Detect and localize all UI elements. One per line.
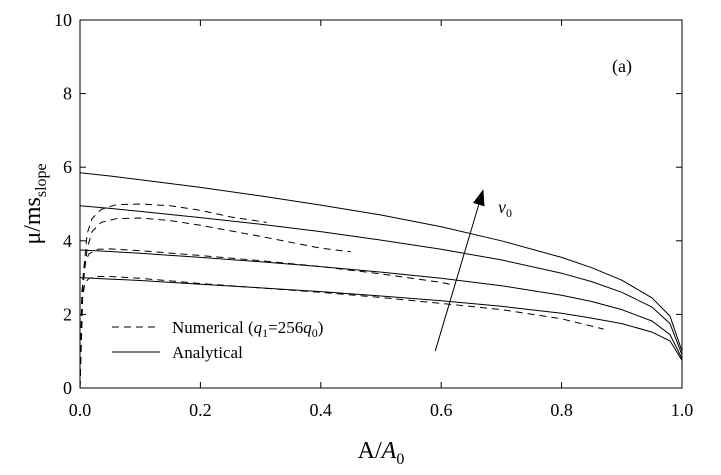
numerical-curve-5: [79, 276, 604, 389]
x-axis-title: A/A0: [358, 438, 405, 468]
axis-ticks: 0.0 0.2 0.4 0.6 0.8 1.0 0 2 4 6 8 10: [54, 10, 693, 420]
y-axis-title: μ/msslope: [20, 163, 50, 244]
analytical-curve-2: [79, 249, 683, 359]
arrow-shaft: [434, 204, 480, 352]
annotation-arrow: v0: [434, 189, 512, 352]
x-tick-label: 0.6: [430, 400, 453, 420]
numerical-curve-7: [79, 217, 351, 389]
analytical-curve-3: [79, 205, 683, 356]
x-tick-label: 1.0: [671, 400, 694, 420]
x-tick-label: 0.8: [550, 400, 573, 420]
panel-label: (a): [612, 56, 632, 77]
y-tick-label: 2: [63, 304, 72, 324]
x-tick-label: 0.2: [189, 400, 212, 420]
y-tick-label: 8: [63, 84, 72, 104]
arrow-head: [473, 189, 485, 207]
legend: Numerical (q1=256q0) Analytical: [112, 318, 323, 362]
y-tick-label: 10: [54, 10, 72, 30]
y-tick-label: 6: [63, 157, 72, 177]
y-tick-label: 0: [63, 378, 72, 398]
numerical-curve-6: [79, 248, 454, 389]
annotation-label: v0: [498, 197, 512, 220]
legend-label-analytical: Analytical: [172, 343, 243, 362]
x-tick-label: 0.4: [310, 400, 333, 420]
plot-frame: [79, 19, 683, 389]
series-layer: [79, 172, 683, 389]
y-tick-label: 4: [63, 231, 72, 251]
x-tick-label: 0.0: [69, 400, 92, 420]
legend-label-numerical: Numerical (q1=256q0): [172, 318, 323, 340]
analytical-curve-4: [79, 172, 683, 352]
numerical-curve-8: [79, 203, 267, 389]
analytical-curve-1: [79, 277, 683, 361]
